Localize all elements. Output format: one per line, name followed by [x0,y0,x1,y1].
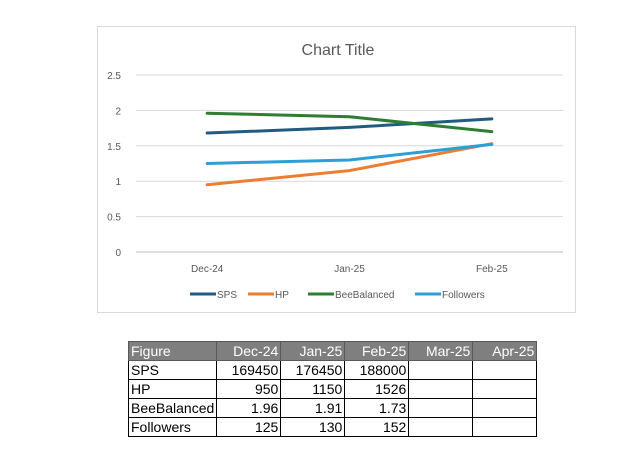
chart-area: Chart Title 0 0.5 1 1.5 2 2.5 Dec-24 Jan-25 Feb-… [97,26,576,313]
table-cell[interactable] [472,379,538,399]
y-tick-label: 0 [115,248,121,259]
table-cell[interactable]: 169450 [216,360,282,380]
row-label[interactable]: BeeBalanced [127,398,218,418]
table-cell[interactable]: 188000 [344,360,410,380]
table-cell[interactable] [408,398,474,418]
column-header: Feb-25 [344,341,410,361]
column-header: Jan-25 [280,341,346,361]
line-chart: Chart Title 0 0.5 1 1.5 2 2.5 Dec-24 Jan-25 Feb-… [107,42,563,301]
series-line-beebalanced [205,111,494,134]
table-cell[interactable]: 176450 [280,360,346,380]
table-cell[interactable] [472,398,538,418]
data-table: Figure Dec-24 Jan-25 Feb-25 Mar-25 Apr-25 SPS 1… [127,341,538,437]
y-tick-label: 1.5 [107,142,121,153]
series-line-followers [205,142,494,165]
table-cell[interactable]: 1.73 [344,398,410,418]
row-label[interactable]: SPS [127,360,218,380]
column-header: Figure [127,341,218,361]
table-cell[interactable] [472,417,538,437]
table-row: HP 950 1150 1526 [127,379,538,399]
chart-title: Chart Title [302,42,375,59]
legend-label: BeeBalanced [335,290,395,301]
table-cell[interactable] [472,360,538,380]
y-tick-label: 1 [115,177,121,188]
column-header: Dec-24 [216,341,282,361]
table-cell[interactable]: 950 [216,379,282,399]
table-cell[interactable]: 1.91 [280,398,346,418]
table-cell[interactable]: 1150 [280,379,346,399]
legend-label: SPS [217,290,237,301]
x-tick-label: Feb-25 [476,264,508,275]
column-header: Mar-25 [408,341,474,361]
table-cell[interactable]: 1.96 [216,398,282,418]
y-tick-label: 0.5 [107,213,121,224]
table-row: BeeBalanced 1.96 1.91 1.73 [127,398,538,418]
table-cell[interactable] [408,417,474,437]
x-tick-label: Jan-25 [334,264,365,275]
table-cell[interactable] [408,360,474,380]
legend-label: Followers [442,290,485,301]
x-tick-label: Dec-24 [191,264,224,275]
y-tick-label: 2 [115,106,121,117]
table-cell[interactable]: 152 [344,417,410,437]
table-cell[interactable]: 1526 [344,379,410,399]
column-header: Apr-25 [472,341,538,361]
table-cell[interactable] [408,379,474,399]
table-header-row: Figure Dec-24 Jan-25 Feb-25 Mar-25 Apr-25 [127,341,538,361]
legend-label: HP [275,290,289,301]
series-line-hp [205,142,494,187]
row-label[interactable]: HP [127,379,218,399]
row-label[interactable]: Followers [127,417,218,437]
y-tick-label: 2.5 [107,71,121,82]
table-row: Followers 125 130 152 [127,417,538,437]
table-cell[interactable]: 125 [216,417,282,437]
series-line-sps [205,117,494,135]
table-cell[interactable]: 130 [280,417,346,437]
table-row: SPS 169450 176450 188000 [127,360,538,380]
